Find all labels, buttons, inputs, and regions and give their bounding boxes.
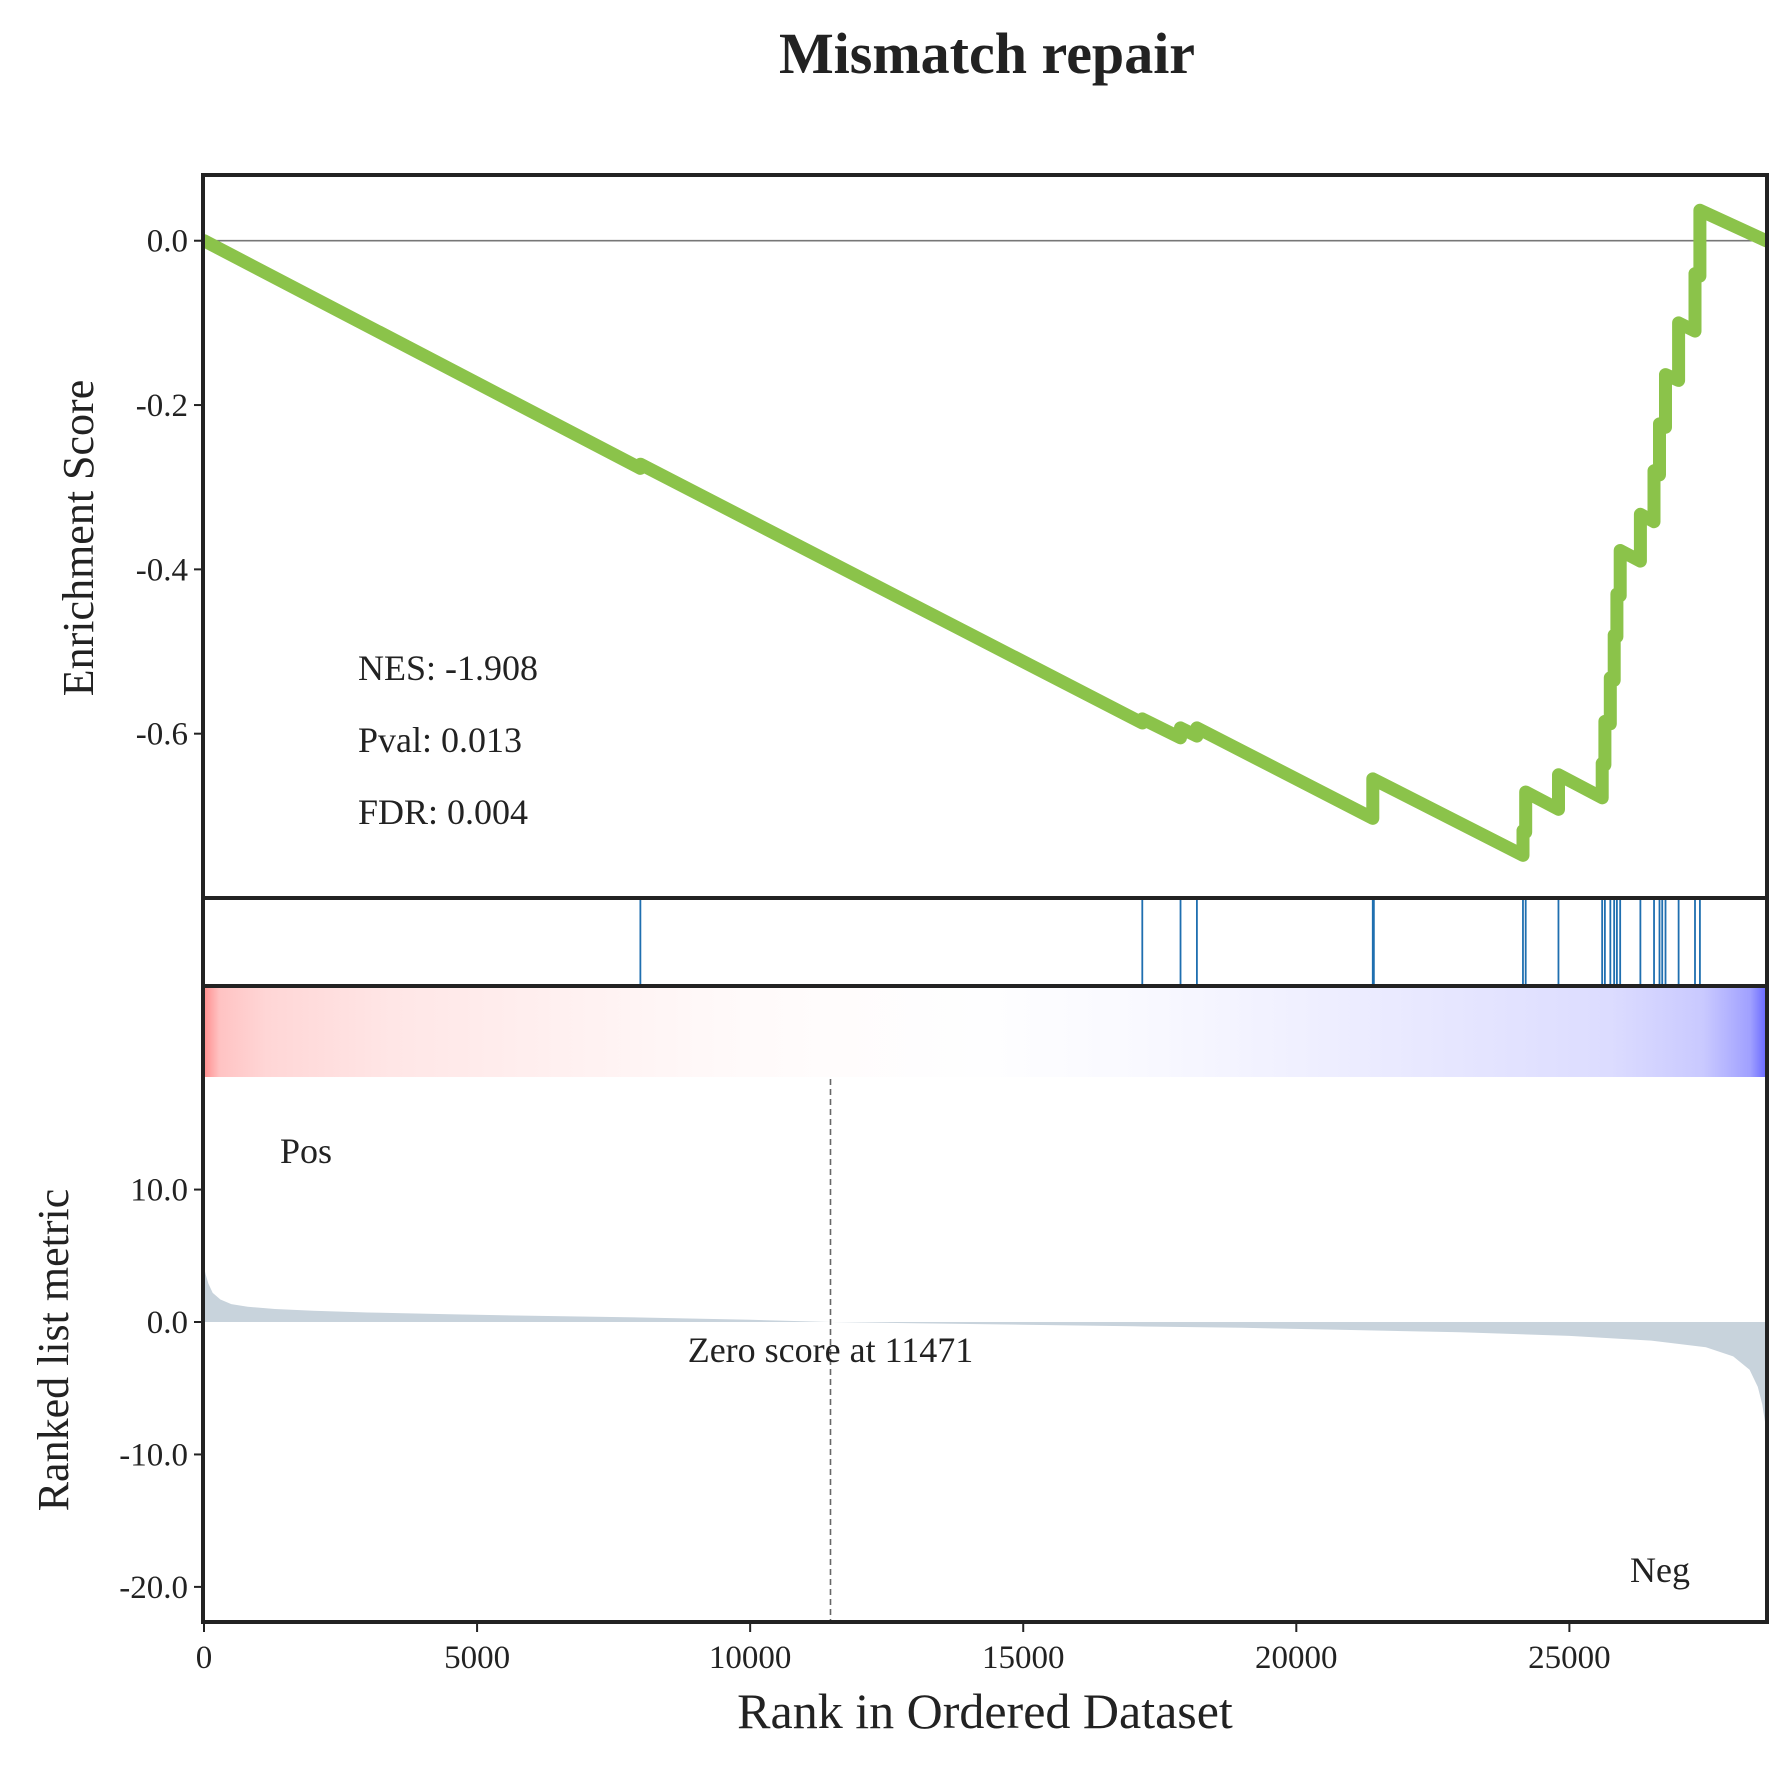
x-axis-label: Rank in Ordered Dataset (737, 1683, 1233, 1739)
ranked-metric-panel: 10.0 0.0 -10.0 -20.0 Zero score at 11471 Po… (29, 1079, 1766, 1620)
pval-label: Pval: 0.013 (358, 720, 522, 760)
x-tick-label: 15000 (982, 1640, 1065, 1676)
rm-y-tick-label: 10.0 (130, 1173, 188, 1209)
rm-y-tick-label: 0.0 (147, 1305, 188, 1341)
es-y-tick-label: -0.2 (136, 388, 188, 424)
pos-label: Pos (280, 1131, 332, 1171)
gene-hits-panel (639, 900, 1701, 985)
x-tick-label: 10000 (709, 1640, 792, 1676)
es-y-tick-label: 0.0 (147, 224, 188, 260)
heatmap-gradient (204, 988, 1766, 1077)
rm-y-tick-label: -20.0 (119, 1570, 188, 1606)
x-tick-label: 20000 (1255, 1640, 1338, 1676)
x-tick-label: 0 (196, 1640, 213, 1676)
fdr-label: FDR: 0.004 (358, 792, 528, 832)
neg-label: Neg (1630, 1550, 1690, 1590)
enrichment-score-panel: 0.0-0.2-0.4-0.6 NES: -1.908 Pval: 0.013 … (54, 203, 1766, 862)
zero-score-label: Zero score at 11471 (688, 1330, 974, 1370)
rank-heatmap-band (204, 988, 1766, 1077)
es-y-tick-label: -0.4 (136, 552, 188, 588)
x-tick-label: 25000 (1528, 1640, 1611, 1676)
x-tick-label: 5000 (444, 1640, 510, 1676)
chart-title: Mismatch repair (779, 21, 1195, 86)
es-y-axis-label: Enrichment Score (54, 380, 103, 696)
rm-y-axis-label: Ranked list metric (29, 1189, 78, 1512)
rm-y-tick-label: -10.0 (119, 1437, 188, 1473)
es-y-tick-label: -0.6 (136, 717, 188, 753)
enrichment-curve (204, 203, 1766, 862)
ranked-metric-area (204, 1266, 1766, 1428)
nes-label: NES: -1.908 (358, 648, 538, 688)
hits-panel-frame (201, 896, 1769, 988)
